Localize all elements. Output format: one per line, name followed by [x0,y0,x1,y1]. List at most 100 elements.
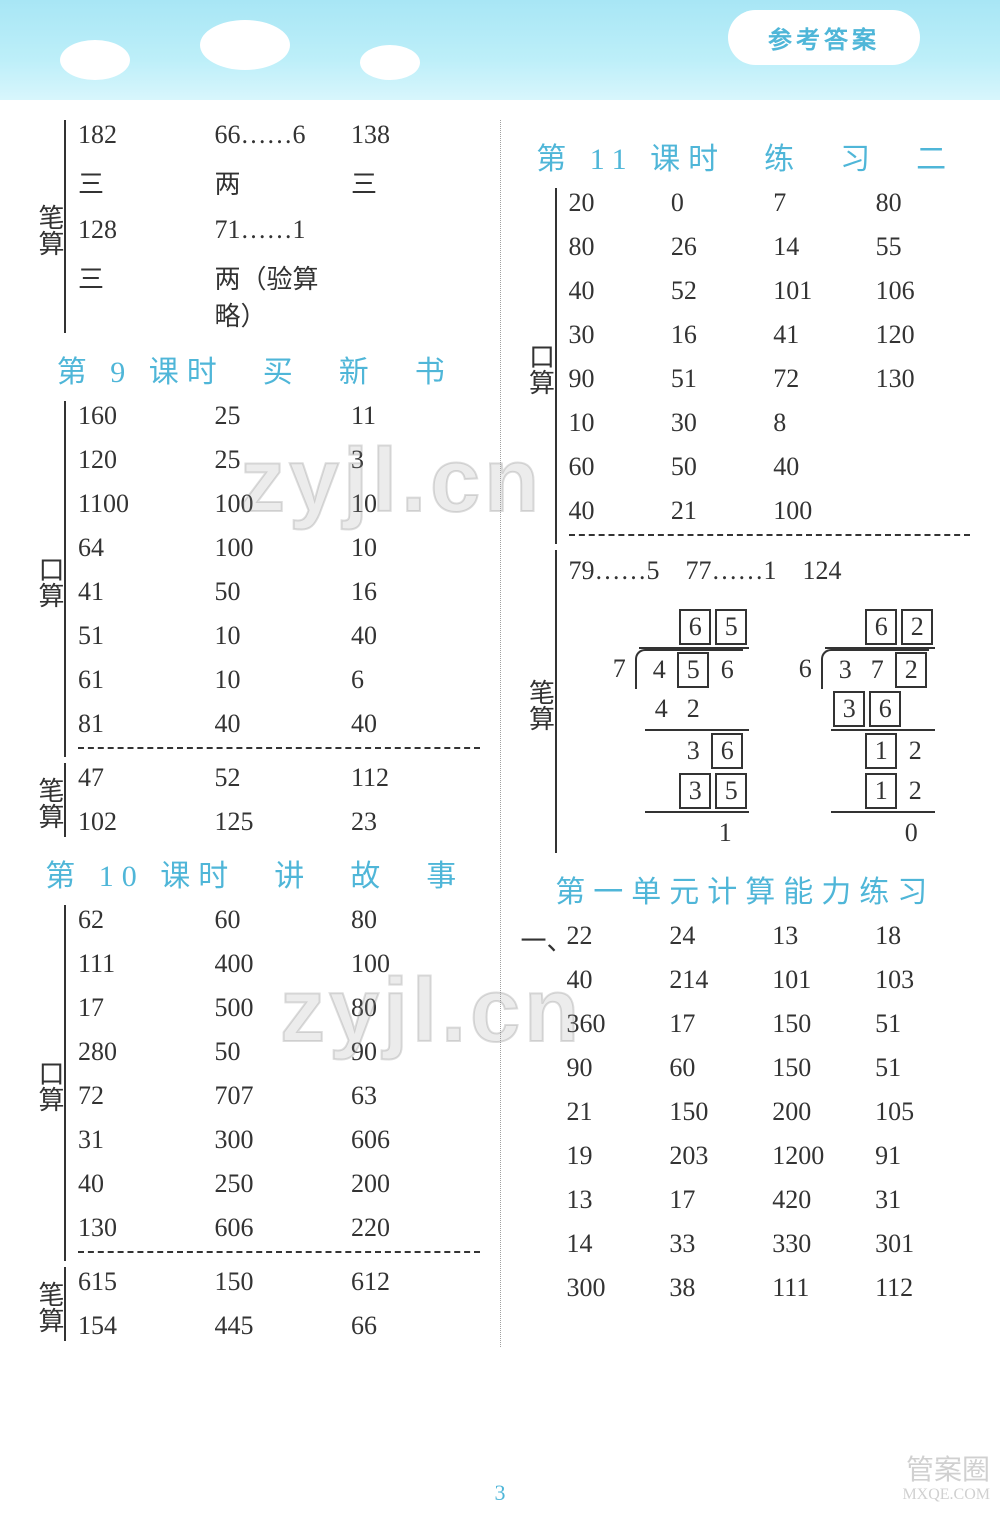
cloud-icon [200,20,290,70]
cell: 150 [772,1009,867,1039]
cell: 61 [78,665,207,695]
cell: 51 [875,1053,970,1083]
cell: 14 [773,232,867,262]
cell: 41 [78,577,207,607]
digit-box: 2 [901,609,933,645]
digit: 1 [709,818,741,848]
cell: 50 [215,577,344,607]
digit-box: 5 [715,609,747,645]
right-column: 第 11 课时 练 习 二 口算 20078080261455405210110… [500,120,971,1347]
cell: 101 [772,965,867,995]
cell: 160 [78,401,207,431]
cell: 17 [669,1009,764,1039]
cell: 106 [876,276,970,306]
digit: 6 [711,655,743,685]
block-bisuan-10: 笔算 61515061215444566 [30,1267,480,1341]
cell: 51 [875,1009,970,1039]
table: 2007808026145540521011063016411209051721… [569,188,971,526]
divider [78,1251,480,1253]
cell: 40 [773,452,867,482]
digit: 4 [643,655,675,685]
cell: 214 [669,965,764,995]
cell: 120 [876,320,970,350]
cell: 40 [351,621,480,651]
digit: 7 [861,655,893,685]
page-number: 3 [495,1480,506,1506]
cell: 25 [215,445,344,475]
cell: 200 [351,1169,480,1199]
digit-box: 6 [679,609,711,645]
cell [876,496,970,526]
cell: 500 [215,993,344,1023]
cell: 8 [773,408,867,438]
cell: 66……6 [215,120,344,150]
corner-watermark: 管案圈 MXQE.COM [902,1456,990,1504]
digit-box: 3 [833,691,865,727]
cell: 33 [669,1229,764,1259]
cell: 250 [215,1169,344,1199]
cell: 606 [351,1125,480,1155]
cell: 30 [671,408,765,438]
cell: 17 [78,993,207,1023]
section-title: 第 9 课时 买 新 书 [30,347,480,391]
divider [78,747,480,749]
cell: 90 [569,364,663,394]
cell: 60 [569,452,663,482]
block-label: 笔算 [30,763,64,837]
cell: 1200 [772,1141,867,1171]
cell: 20 [569,188,663,218]
cell: 330 [772,1229,867,1259]
cell: 50 [671,452,765,482]
cell: 52 [215,763,344,793]
cell: 7 [773,188,867,218]
block-label: 口算 [30,401,64,757]
cell: 3 [351,445,480,475]
cell: 13 [772,921,867,951]
cell: 25 [215,401,344,431]
cell: 14 [567,1229,662,1259]
cell: 707 [215,1081,344,1111]
cell: 55 [876,232,970,262]
cell: 21 [567,1097,662,1127]
cell [351,215,480,245]
digit: 0 [895,818,927,848]
block-label: 笔算 [521,550,555,853]
cell: 102 [78,807,207,837]
cell: 90 [351,1037,480,1067]
cell: 111 [772,1273,867,1303]
cell: 81 [78,709,207,739]
cell: 40 [351,709,480,739]
cell: 40 [215,709,344,739]
corner-line: 管案圈 [902,1456,990,1487]
cell: 两 [215,164,344,201]
cell: 31 [875,1185,970,1215]
corner-line: MXQE.COM [902,1486,990,1504]
digit-box: 6 [869,691,901,727]
cell: 38 [669,1273,764,1303]
cell: 90 [567,1053,662,1083]
cell: 三 [78,164,207,201]
cell: 0 [671,188,765,218]
header-badge: 参考答案 [728,10,920,65]
digit-box: 5 [677,652,709,688]
digit-box: 6 [711,733,743,769]
cell: 154 [78,1311,207,1341]
cell: 112 [351,763,480,793]
cell: 26 [671,232,765,262]
digit: 2 [899,736,931,766]
cell: 10 [569,408,663,438]
cell: 80 [876,188,970,218]
cell: 21 [671,496,765,526]
cell: 1100 [78,489,207,519]
block-label: 一、 [521,921,555,1303]
cell: 60 [215,905,344,935]
cell: 16 [671,320,765,350]
cell: 40 [567,965,662,995]
cell: 120 [78,445,207,475]
cell: 22 [567,921,662,951]
digit-box: 2 [895,652,927,688]
cell: 64 [78,533,207,563]
cell: 280 [78,1037,207,1067]
cell [876,452,970,482]
cell: 6 [351,665,480,695]
